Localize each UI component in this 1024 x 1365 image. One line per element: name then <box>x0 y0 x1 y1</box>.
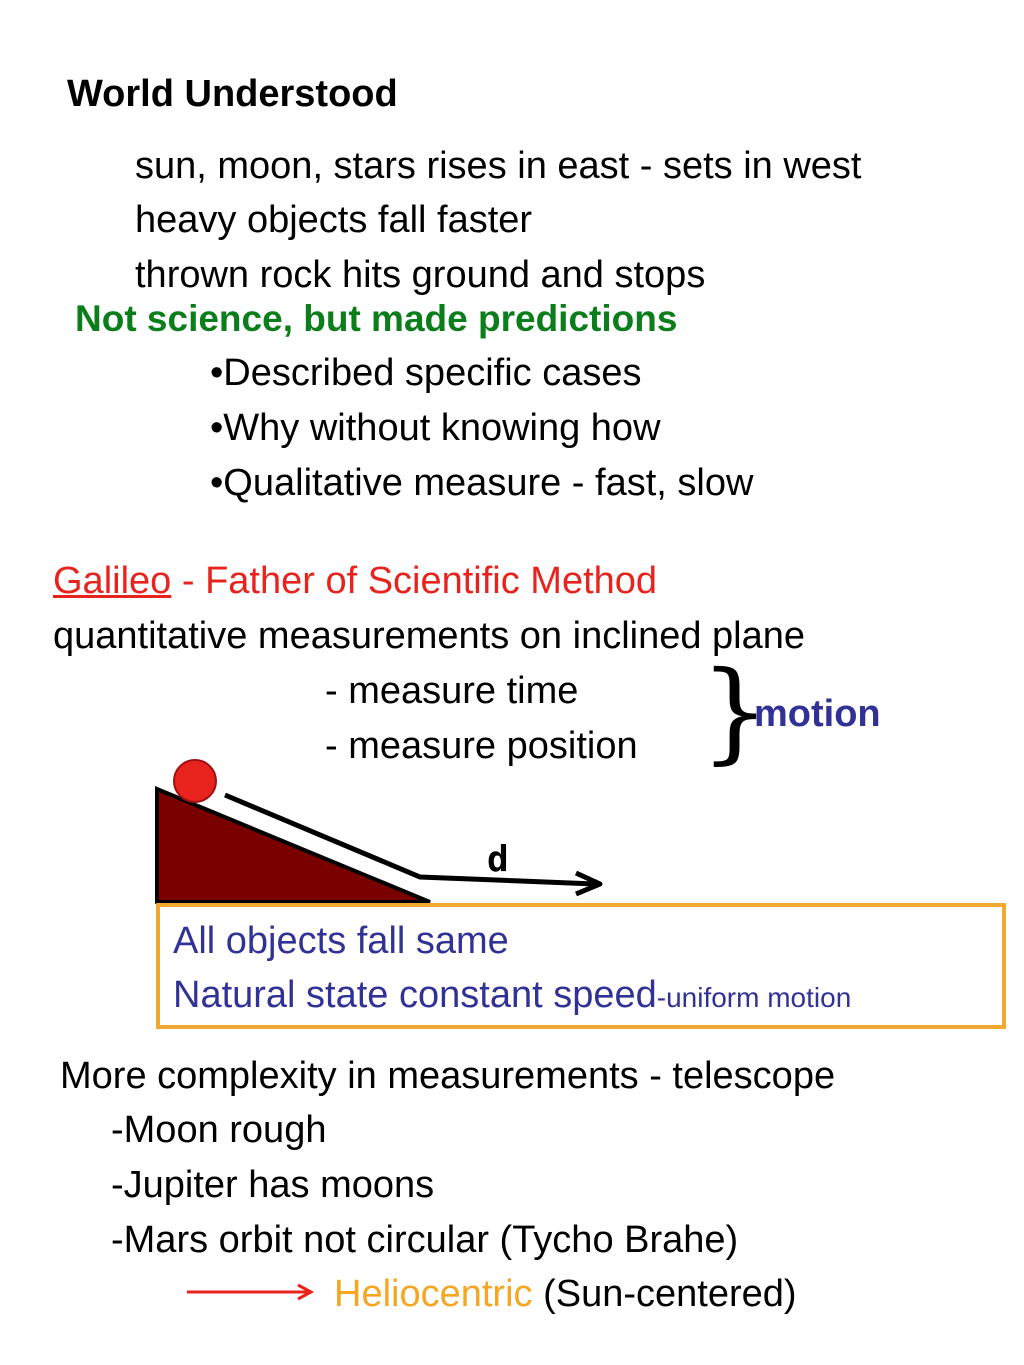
page-title: World Understood <box>67 73 398 115</box>
telescope-item: -Mars orbit not circular (Tycho Brahe) <box>111 1219 739 1261</box>
telescope-heading: More complexity in measurements - telesc… <box>60 1055 836 1097</box>
telescope-item: -Moon rough <box>111 1109 327 1151</box>
conclusion-box <box>156 903 1006 1029</box>
conclusion-main: Natural state constant speed <box>173 974 657 1016</box>
galileo-name: Galileo <box>53 560 172 602</box>
galileo-title: - Father of Scientific Method <box>171 560 658 602</box>
observation-item: thrown rock hits ground and stops <box>135 254 706 296</box>
conclusion-line-1: All objects fall same <box>173 920 509 962</box>
sun-centered-label: (Sun-centered) <box>532 1273 797 1315</box>
ball-path <box>224 792 596 887</box>
result-line: Heliocentric (Sun-centered) <box>334 1275 797 1313</box>
brace-icon: } <box>700 647 770 775</box>
measure-item: - measure position <box>325 725 638 767</box>
arrow-head-icon <box>574 870 603 897</box>
conclusion-small: -uniform motion <box>656 982 852 1013</box>
motion-label: motion <box>754 693 881 735</box>
galileo-heading: Galileo - Father of Scientific Method <box>53 562 657 600</box>
distance-label: d <box>487 839 509 880</box>
telescope-item: -Jupiter has moons <box>111 1164 435 1206</box>
conclusion-line-2: Natural state constant speed-uniform mot… <box>173 976 851 1014</box>
not-science-bullet: •Qualitative measure - fast, slow <box>210 462 754 504</box>
galileo-line: quantitative measurements on inclined pl… <box>53 615 806 657</box>
heliocentric-label: Heliocentric <box>334 1273 533 1315</box>
not-science-heading: Not science, but made predictions <box>75 298 678 339</box>
measure-item: - measure time <box>325 670 579 712</box>
observation-item: heavy objects fall faster <box>135 199 533 241</box>
ramp-shape <box>155 786 431 904</box>
observation-item: sun, moon, stars rises in east - sets in… <box>135 145 862 187</box>
not-science-bullet: •Described specific cases <box>210 352 642 394</box>
not-science-bullet: •Why without knowing how <box>210 407 661 449</box>
ball-icon <box>173 759 217 803</box>
